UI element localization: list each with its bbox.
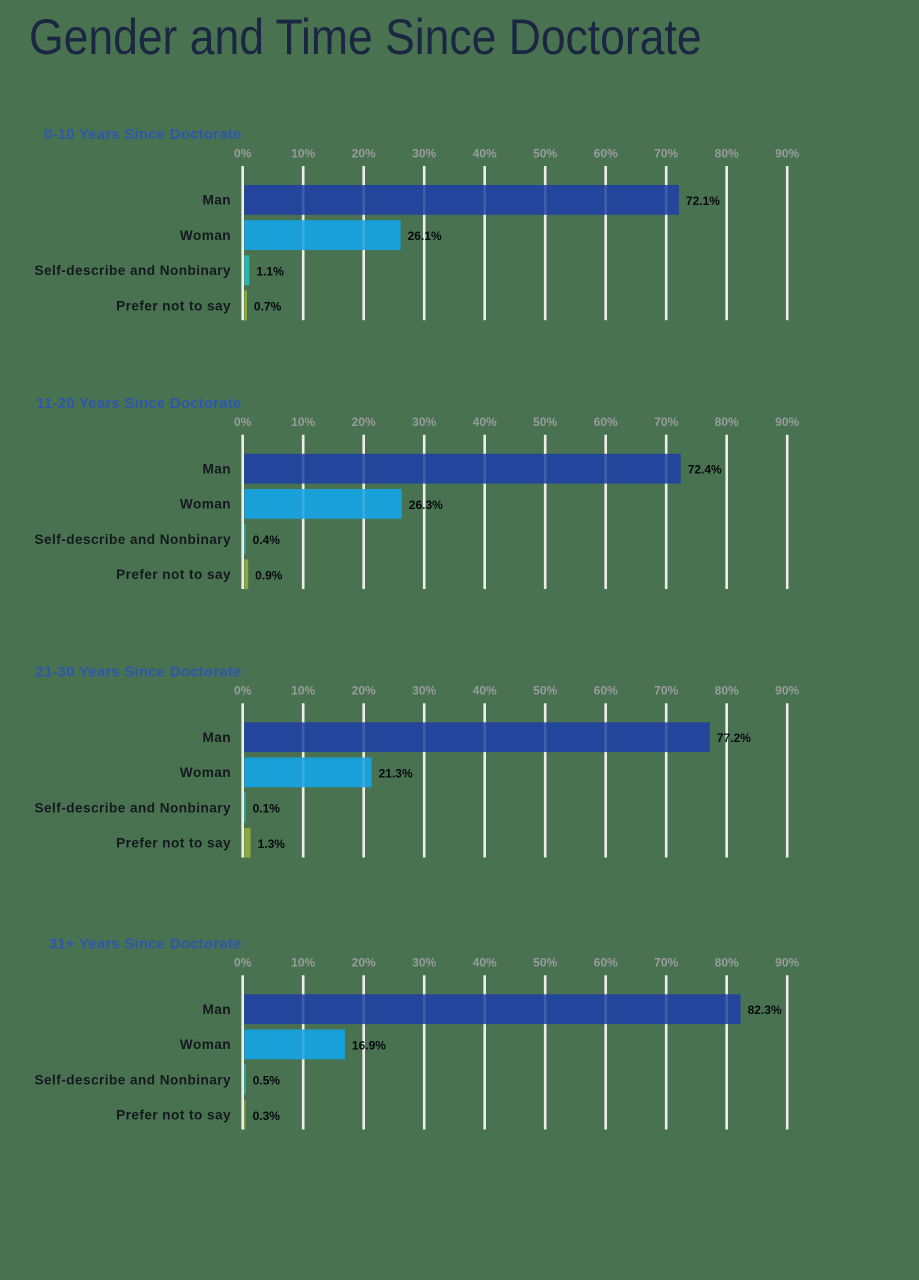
svg-text:90%: 90% xyxy=(775,684,799,698)
svg-text:Prefer not to say: Prefer not to say xyxy=(116,567,231,582)
svg-text:0%: 0% xyxy=(234,146,252,160)
svg-text:0.5%: 0.5% xyxy=(253,1074,281,1088)
svg-text:0.9%: 0.9% xyxy=(255,568,283,582)
svg-text:Woman: Woman xyxy=(180,497,231,512)
svg-text:70%: 70% xyxy=(654,684,678,698)
svg-text:Man: Man xyxy=(202,1002,231,1017)
svg-text:20%: 20% xyxy=(352,956,376,970)
svg-text:0.1%: 0.1% xyxy=(253,802,281,816)
svg-text:80%: 80% xyxy=(715,415,739,429)
svg-text:10%: 10% xyxy=(291,684,315,698)
svg-text:40%: 40% xyxy=(473,684,497,698)
svg-text:11-20 Years Since Doctorate: 11-20 Years Since Doctorate xyxy=(36,395,241,412)
svg-text:0.7%: 0.7% xyxy=(254,300,282,314)
svg-text:Prefer not to say: Prefer not to say xyxy=(116,298,231,313)
svg-text:Prefer not to say: Prefer not to say xyxy=(116,836,231,851)
svg-text:Woman: Woman xyxy=(180,1037,231,1052)
svg-text:40%: 40% xyxy=(473,146,497,160)
svg-text:70%: 70% xyxy=(654,146,678,160)
svg-text:80%: 80% xyxy=(715,146,739,160)
svg-text:Self-describe and Nonbinary: Self-describe and Nonbinary xyxy=(35,800,231,815)
svg-text:50%: 50% xyxy=(533,956,557,970)
svg-text:80%: 80% xyxy=(715,684,739,698)
svg-text:82.3%: 82.3% xyxy=(748,1003,782,1017)
svg-text:80%: 80% xyxy=(715,956,739,970)
svg-text:30%: 30% xyxy=(412,415,436,429)
svg-text:40%: 40% xyxy=(473,956,497,970)
svg-text:10%: 10% xyxy=(291,146,315,160)
svg-text:Man: Man xyxy=(202,193,231,208)
svg-text:31+ Years Since Doctorate: 31+ Years Since Doctorate xyxy=(49,936,242,953)
svg-text:Woman: Woman xyxy=(180,228,231,243)
svg-text:Gender and Time Since Doctorat: Gender and Time Since Doctorate xyxy=(29,10,702,66)
svg-text:0%: 0% xyxy=(234,415,252,429)
svg-text:21-30 Years Since Doctorate: 21-30 Years Since Doctorate xyxy=(35,664,241,681)
svg-text:30%: 30% xyxy=(412,146,436,160)
svg-text:Man: Man xyxy=(202,730,231,745)
svg-text:60%: 60% xyxy=(594,415,618,429)
svg-text:50%: 50% xyxy=(533,684,557,698)
svg-text:1.1%: 1.1% xyxy=(256,264,284,278)
svg-text:30%: 30% xyxy=(412,684,436,698)
svg-text:Man: Man xyxy=(202,462,231,477)
svg-text:10%: 10% xyxy=(291,415,315,429)
svg-text:50%: 50% xyxy=(533,146,557,160)
svg-text:50%: 50% xyxy=(533,415,557,429)
svg-text:60%: 60% xyxy=(594,684,618,698)
svg-text:20%: 20% xyxy=(352,684,376,698)
svg-text:26.1%: 26.1% xyxy=(408,229,442,243)
svg-text:90%: 90% xyxy=(775,956,799,970)
svg-text:0.4%: 0.4% xyxy=(253,533,281,547)
svg-text:0-10 Years Since Doctorate: 0-10 Years Since Doctorate xyxy=(44,126,242,143)
svg-text:70%: 70% xyxy=(654,956,678,970)
svg-text:60%: 60% xyxy=(594,146,618,160)
svg-text:0%: 0% xyxy=(234,684,252,698)
svg-text:16.9%: 16.9% xyxy=(352,1038,386,1052)
svg-text:90%: 90% xyxy=(775,415,799,429)
svg-text:26.3%: 26.3% xyxy=(409,498,443,512)
svg-text:10%: 10% xyxy=(291,956,315,970)
svg-text:40%: 40% xyxy=(473,415,497,429)
svg-text:Self-describe and Nonbinary: Self-describe and Nonbinary xyxy=(35,263,231,278)
svg-text:21.3%: 21.3% xyxy=(379,766,413,780)
svg-text:30%: 30% xyxy=(412,956,436,970)
svg-text:Self-describe and Nonbinary: Self-describe and Nonbinary xyxy=(35,532,231,547)
svg-text:90%: 90% xyxy=(775,146,799,160)
svg-text:Prefer not to say: Prefer not to say xyxy=(116,1108,231,1123)
svg-text:20%: 20% xyxy=(352,146,376,160)
svg-text:60%: 60% xyxy=(594,956,618,970)
svg-text:72.1%: 72.1% xyxy=(686,194,720,208)
svg-text:Self-describe and Nonbinary: Self-describe and Nonbinary xyxy=(35,1072,231,1087)
svg-text:1.3%: 1.3% xyxy=(258,837,286,851)
svg-text:77.2%: 77.2% xyxy=(717,731,751,745)
svg-text:Woman: Woman xyxy=(180,765,231,780)
svg-text:70%: 70% xyxy=(654,415,678,429)
svg-text:0%: 0% xyxy=(234,956,252,970)
svg-text:72.4%: 72.4% xyxy=(688,463,722,477)
svg-text:20%: 20% xyxy=(352,415,376,429)
svg-text:0.3%: 0.3% xyxy=(253,1109,281,1123)
